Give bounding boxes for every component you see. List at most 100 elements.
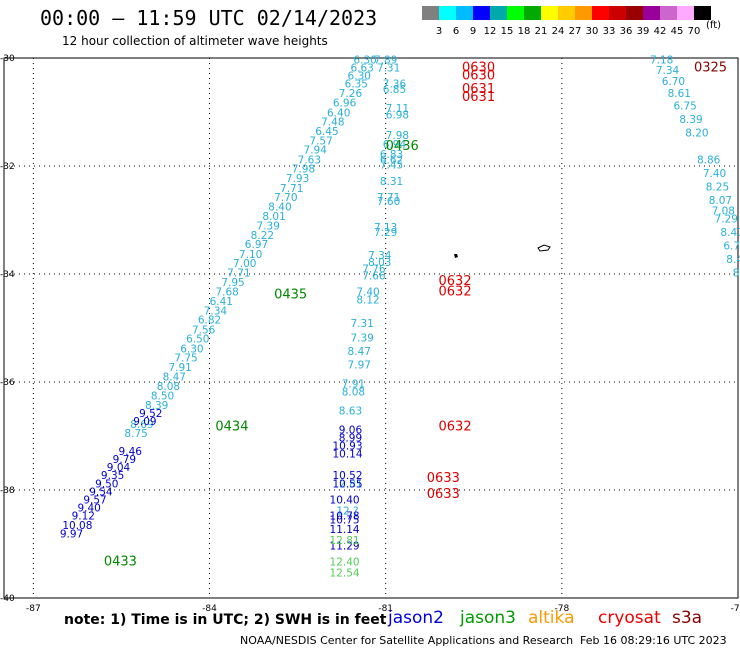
wave-height-label: 6.30: [348, 71, 371, 83]
wave-height-label: 6.94: [383, 139, 407, 151]
scale-swatch: [626, 6, 643, 20]
scale-swatch: [439, 6, 456, 20]
wave-height-label: 8.75: [124, 428, 147, 440]
wave-height-label: 8.99: [339, 432, 362, 444]
wave-height-label: 8.22: [251, 230, 274, 242]
pass-time-label: 0436: [386, 139, 419, 154]
wave-height-label: 12.?: [336, 505, 358, 517]
scale-tick-label: 42: [653, 26, 667, 37]
wave-height-label: 8.61: [668, 88, 691, 100]
wave-height-label: 7.29: [374, 227, 397, 239]
wave-height-label: 7.26: [339, 88, 363, 100]
wave-height-label: 9.57: [83, 495, 106, 507]
wave-height-label: 6.70: [662, 76, 685, 88]
scale-swatch: [558, 6, 575, 20]
wave-height-label: 9.12: [72, 511, 95, 523]
pass-time-label: 0435: [274, 287, 307, 302]
pass-time-label: 0632: [439, 420, 472, 435]
wave-height-label: 9.54: [89, 486, 113, 498]
generated-timestamp: Feb 16 08:29:16 UTC 2023: [580, 634, 727, 647]
wave-height-label: 10.40: [330, 495, 360, 507]
satellite-jason3: jason3: [460, 608, 516, 628]
wave-height-label: 7.68: [215, 287, 238, 299]
wave-height-label: 7.98: [386, 130, 409, 142]
wave-height-label: 7.39: [350, 333, 373, 345]
wave-height-label: 6.40: [327, 107, 350, 119]
wave-height-label: 12.81: [330, 535, 360, 547]
scale-tick-label: 36: [619, 26, 633, 37]
scale-tick-label: 70: [687, 26, 701, 37]
wave-height-label: 12.40: [330, 557, 360, 569]
wave-height-label: 10.93: [332, 441, 362, 453]
pass-time-label: 0631: [462, 90, 495, 105]
wave-height-label: 6.30: [180, 343, 203, 355]
scale-tick-label: 24: [551, 26, 565, 37]
wave-height-label: 7.08: [712, 206, 735, 218]
pass-time-label: 0325: [694, 61, 727, 76]
scale-unit: (ft): [706, 20, 722, 31]
wave-height-label: 8.25: [706, 181, 729, 193]
wave-height-label: 7.11: [386, 103, 409, 115]
wave-height-label: 7.00: [233, 258, 256, 270]
scale-tick-label: 39: [636, 26, 650, 37]
wave-height-label: 8.08: [157, 381, 180, 393]
lat-tick-label: -40: [0, 594, 15, 604]
lon-tick-label: -81: [378, 604, 393, 614]
wave-height-label: 8.01: [262, 211, 285, 223]
lat-tick-label: -34: [0, 270, 15, 280]
wave-height-label: 7.13: [374, 222, 397, 234]
wave-height-label: 8.50: [151, 390, 174, 402]
wave-height-label: 6.63: [350, 63, 373, 75]
lon-tick-label: -87: [26, 604, 41, 614]
wave-height-label: 8.47: [163, 371, 186, 383]
wave-height-label: 7.34: [368, 250, 392, 262]
scale-swatch: [422, 6, 439, 20]
wave-height-label: 10.75: [330, 514, 360, 526]
scale-swatch: [473, 6, 490, 20]
wave-height-label: 7.39: [257, 221, 280, 233]
wave-height-label: 8.47: [720, 227, 740, 239]
scale-swatch: [643, 6, 660, 20]
satellite-s3a: s3a: [672, 608, 703, 628]
wave-height-label: 7.10: [239, 249, 262, 261]
wave-height-label: 7.70: [274, 192, 297, 204]
credit-text: NOAA/NESDIS Center for Satellite Applica…: [240, 634, 574, 647]
wave-height-label: 6.75: [723, 241, 740, 253]
wave-height-label: 9.52: [139, 408, 162, 420]
scale-swatch: [694, 6, 711, 20]
scale-tick-label: 18: [517, 26, 531, 37]
scale-swatch: [490, 6, 507, 20]
satellite-cryosat: cryosat: [598, 608, 661, 628]
wave-height-label: 8.40: [726, 254, 740, 266]
scale-tick-label: 30: [585, 26, 599, 37]
wave-height-label: 6.41: [210, 296, 233, 308]
scale-tick-label: 9: [469, 26, 477, 37]
pass-time-label: 0632: [439, 274, 472, 289]
wave-height-label: 7.94: [304, 145, 328, 157]
lat-tick-label: -38: [0, 486, 15, 496]
wave-height-label: 7.45: [380, 160, 403, 172]
wave-height-label: 7.31: [377, 63, 400, 75]
satellite-jason2: jason2: [388, 608, 444, 628]
wave-height-label: 6.62: [380, 154, 403, 166]
wave-height-label: 6.75: [673, 100, 696, 112]
wave-height-label: 6.82: [198, 315, 221, 327]
wave-height-label: 7.66: [362, 270, 386, 282]
lat-tick-label: -32: [0, 162, 15, 172]
scale-swatch: [609, 6, 626, 20]
wave-height-label: 8.08: [342, 387, 365, 399]
wave-height-label: 6.45: [315, 126, 338, 138]
pass-time-label: 0630: [462, 61, 495, 76]
lat-tick-label: -36: [0, 378, 15, 388]
wave-height-label: 7.91: [168, 362, 191, 374]
wave-height-label: 12.54: [330, 567, 360, 579]
wave-height-label: 9.97: [60, 529, 83, 541]
pass-time-label: 0633: [427, 487, 460, 502]
wave-height-label: 8.7: [733, 268, 740, 280]
scale-swatch: [575, 6, 592, 20]
pass-time-label: 0633: [427, 471, 460, 486]
wave-height-label: 6.97: [245, 239, 268, 251]
wave-height-label: 12.81: [332, 478, 362, 490]
wave-height-label: 8.12: [356, 295, 379, 307]
scale-swatch: [507, 6, 524, 20]
